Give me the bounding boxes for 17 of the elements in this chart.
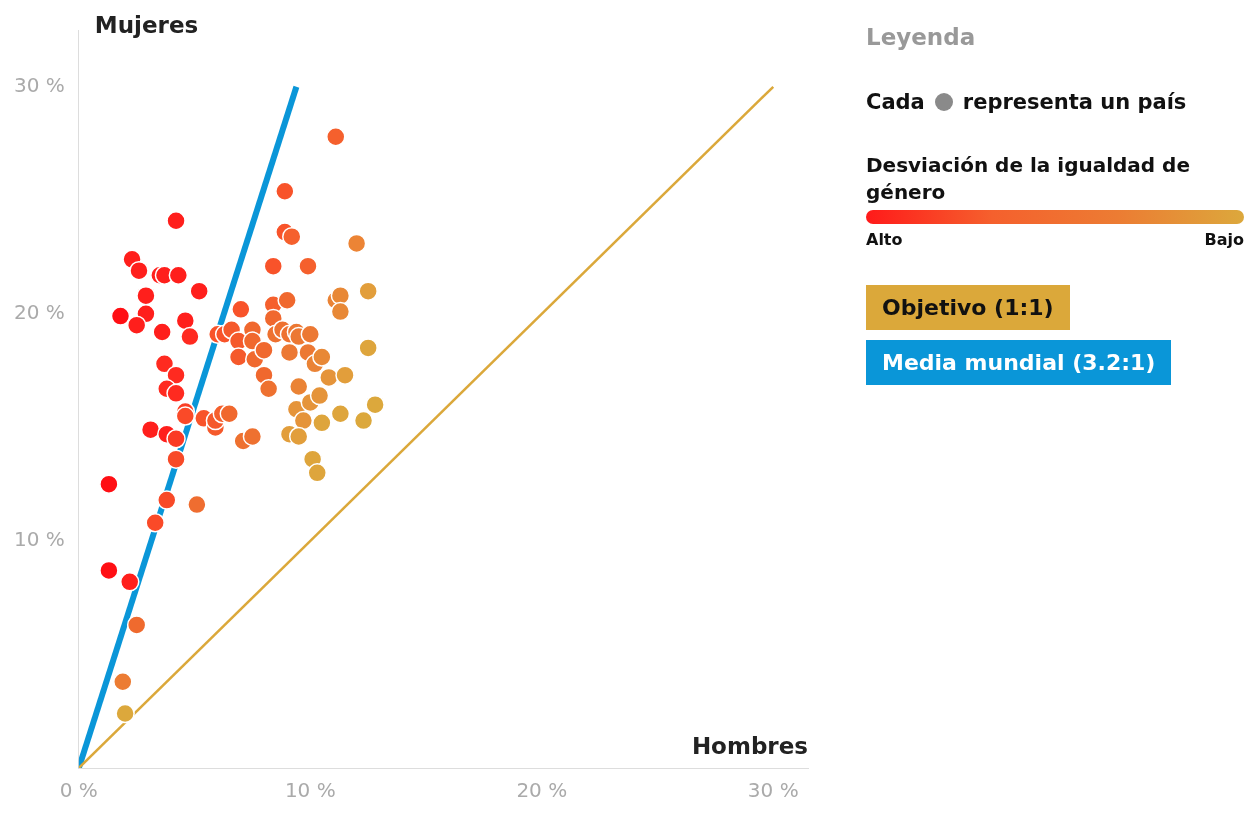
y-tick-label: 30 % [14,72,65,97]
y-tick-label: 20 % [14,300,65,325]
x-tick-label: 20 % [516,778,568,803]
x-axis-title: Hombres [691,733,808,760]
x-tick-label: 30 % [747,778,799,803]
text: Alto [866,230,903,249]
text: Media mundial (3.2:1) [866,340,1172,385]
legend-title: Leyenda [866,24,977,50]
text: Cada [866,90,925,114]
text: Bajo [1204,230,1244,249]
text: Objetivo (1:1) [866,285,1070,330]
text: representa un país [962,90,1187,114]
y-tick-label: 10 % [14,527,65,552]
text: Desviación de la igualdad de género [866,152,1191,206]
x-tick-label: 10 % [284,778,336,803]
y-axis-title: Mujeres [94,12,199,39]
x-tick-label: 0 % [59,778,98,803]
